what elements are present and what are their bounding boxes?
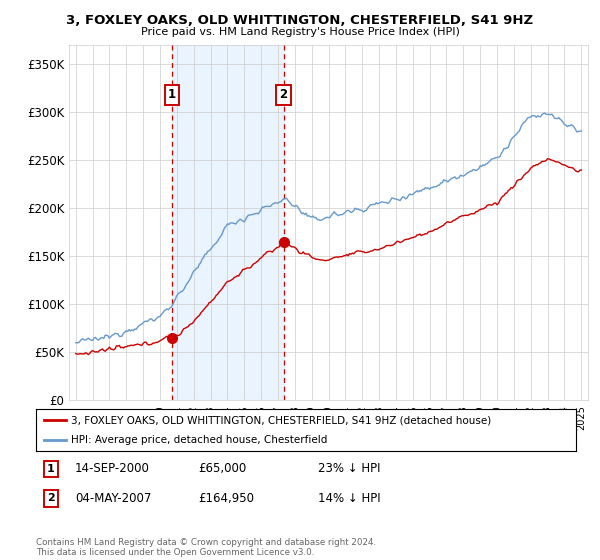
Text: HPI: Average price, detached house, Chesterfield: HPI: Average price, detached house, Ches… — [71, 435, 328, 445]
Text: 2: 2 — [280, 88, 288, 101]
Text: £65,000: £65,000 — [198, 462, 246, 475]
Text: 14% ↓ HPI: 14% ↓ HPI — [318, 492, 380, 505]
Text: 3, FOXLEY OAKS, OLD WHITTINGTON, CHESTERFIELD, S41 9HZ: 3, FOXLEY OAKS, OLD WHITTINGTON, CHESTER… — [67, 14, 533, 27]
Text: 14-SEP-2000: 14-SEP-2000 — [75, 462, 150, 475]
Text: £164,950: £164,950 — [198, 492, 254, 505]
Text: 2: 2 — [47, 493, 55, 503]
Text: 23% ↓ HPI: 23% ↓ HPI — [318, 462, 380, 475]
Bar — [172, 45, 284, 400]
Text: 04-MAY-2007: 04-MAY-2007 — [75, 492, 151, 505]
Text: 1: 1 — [168, 88, 176, 101]
Text: Price paid vs. HM Land Registry's House Price Index (HPI): Price paid vs. HM Land Registry's House … — [140, 27, 460, 37]
Text: Contains HM Land Registry data © Crown copyright and database right 2024.
This d: Contains HM Land Registry data © Crown c… — [36, 538, 376, 557]
Text: 3, FOXLEY OAKS, OLD WHITTINGTON, CHESTERFIELD, S41 9HZ (detached house): 3, FOXLEY OAKS, OLD WHITTINGTON, CHESTER… — [71, 415, 491, 425]
Text: 1: 1 — [47, 464, 55, 474]
